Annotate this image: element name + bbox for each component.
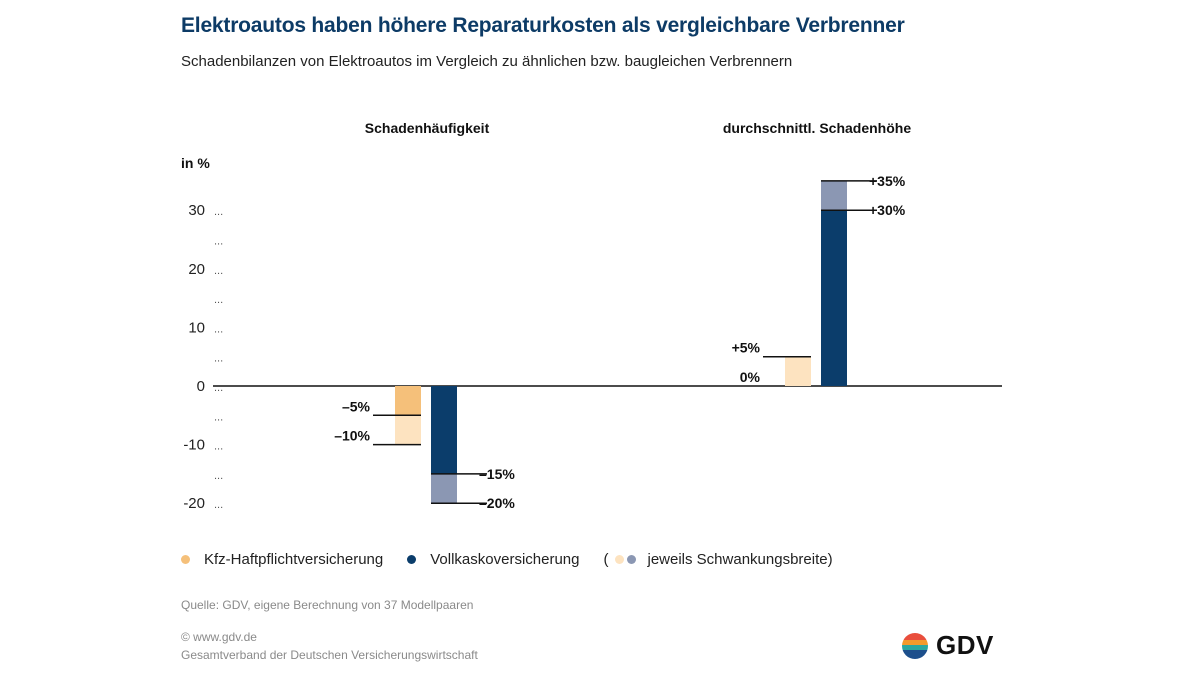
- bar-kfz: [395, 386, 421, 416]
- group-title: Schadenhäufigkeit: [365, 120, 490, 136]
- y-tick-label: -20: [183, 495, 205, 512]
- legend-item-vollkasko: Vollkaskoversicherung: [407, 551, 580, 568]
- footer-organization: Gesamtverband der Deutschen Versicherung…: [181, 648, 478, 662]
- range-label-vollkasko: +35%: [869, 173, 906, 189]
- y-tick-label: 20: [188, 261, 205, 278]
- y-tick-label: 30: [188, 202, 205, 219]
- gdv-logo: GDV: [900, 630, 994, 661]
- legend-dot-kfz-range: [614, 555, 624, 564]
- y-tick-dots: ...: [214, 206, 223, 218]
- bar-range-vollkasko: [821, 180, 847, 211]
- legend-item-kfz: Kfz-Haftpflichtversicherung: [181, 551, 383, 568]
- legend-label-kfz: Kfz-Haftpflichtversicherung: [204, 551, 384, 568]
- y-tick-label: 10: [188, 319, 205, 336]
- y-tick-dots: ...: [214, 323, 223, 335]
- legend-item-range: ( jeweils Schwankungsbreite): [604, 551, 833, 568]
- range-label-vollkasko: –15%: [479, 466, 515, 482]
- y-minor-tick: ...: [214, 353, 223, 365]
- legend-label-range: jeweils Schwankungsbreite): [647, 551, 833, 568]
- range-label-kfz: –5%: [342, 398, 371, 414]
- range-label-kfz: +5%: [732, 340, 761, 356]
- gdv-logo-icon: [902, 632, 928, 659]
- range-label-vollkasko: –20%: [479, 495, 515, 511]
- legend-dot-vollkasko: [407, 555, 417, 564]
- y-minor-tick: ...: [214, 236, 223, 248]
- group-title: durchschnittl. Schadenhöhe: [723, 120, 911, 136]
- source-note: Quelle: GDV, eigene Berechnung von 37 Mo…: [181, 598, 474, 612]
- y-axis-unit-label: in %: [181, 155, 210, 171]
- legend-range-paren: (: [603, 551, 609, 568]
- y-minor-tick: ...: [214, 470, 223, 482]
- y-tick-dots: ...: [214, 441, 223, 453]
- chart-canvas: in % 30 ... 20 ... 10 ... 0 ... -10 ... -20........…: [181, 120, 1002, 512]
- y-tick-label: -10: [183, 437, 205, 454]
- range-label-kfz: –10%: [334, 428, 370, 444]
- y-tick-dots: ...: [214, 382, 223, 394]
- y-tick-dots: ...: [214, 265, 223, 277]
- bar-vollkasko: [431, 386, 457, 474]
- y-minor-tick: ...: [214, 294, 223, 306]
- range-label-vollkasko: +30%: [869, 202, 906, 218]
- legend-label-vollkasko: Vollkaskoversicherung: [430, 551, 580, 568]
- y-tick-dots: ...: [214, 499, 223, 511]
- legend: Kfz-Haftpflichtversicherung Vollkaskover…: [181, 551, 857, 568]
- legend-dot-kfz: [181, 555, 190, 564]
- legend-dot-vollkasko-range: [626, 555, 636, 564]
- bar-vollkasko: [821, 210, 847, 386]
- y-tick-label: 0: [197, 378, 205, 395]
- gdv-logo-text: GDV: [936, 630, 994, 660]
- chart-title: Elektroautos haben höhere Reparaturkoste…: [181, 14, 905, 37]
- footer-website[interactable]: © www.gdv.de: [181, 630, 257, 644]
- chart-subtitle: Schadenbilanzen von Elektroautos im Verg…: [181, 53, 793, 70]
- y-minor-tick: ...: [214, 411, 223, 423]
- bar-range-kfz: [785, 356, 811, 386]
- bar-range-kfz: [395, 415, 421, 445]
- range-label-kfz: 0%: [740, 369, 761, 385]
- bar-range-vollkasko: [431, 473, 457, 504]
